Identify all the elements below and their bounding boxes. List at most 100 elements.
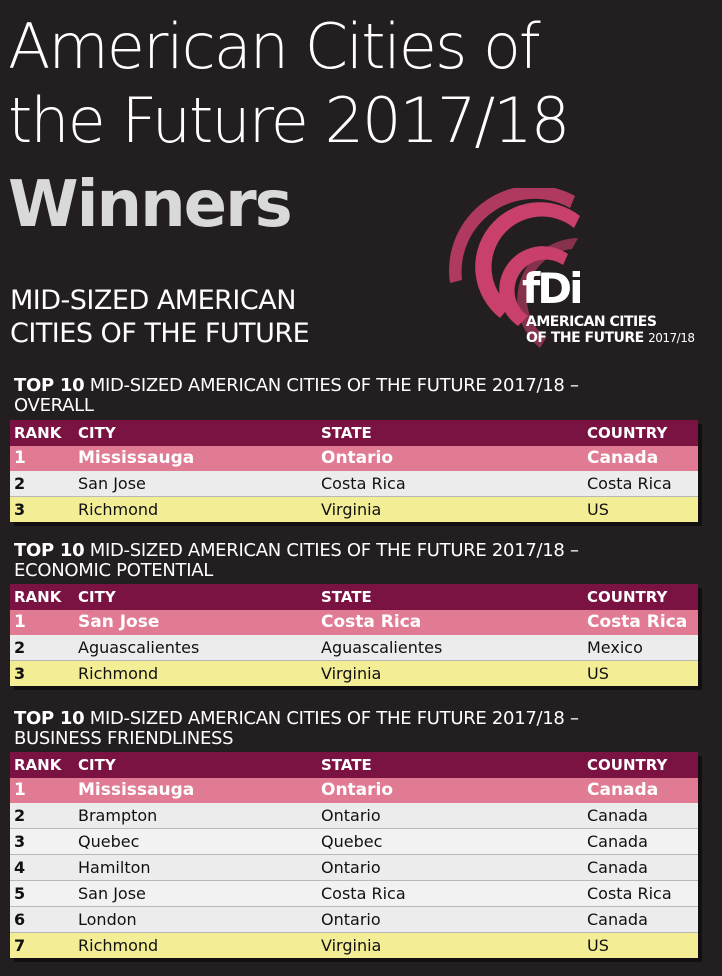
col-state: STATE xyxy=(321,756,372,774)
table-row: 3 Richmond Virginia US xyxy=(10,497,698,522)
cell-rank: 1 xyxy=(14,780,26,800)
heading-bold: TOP 10 xyxy=(14,540,85,561)
cell-state: Ontario xyxy=(321,780,394,800)
heading-rest: MID-SIZED AMERICAN CITIES OF THE FUTURE … xyxy=(84,375,579,396)
col-state: STATE xyxy=(321,424,372,442)
cell-state: Ontario xyxy=(321,910,381,929)
cell-rank: 1 xyxy=(14,448,26,468)
col-country: COUNTRY xyxy=(587,588,668,606)
cell-rank: 3 xyxy=(14,664,26,683)
table-header-row: RANK CITY STATE COUNTRY xyxy=(10,752,698,778)
page-title: American Cities of the Future 2017/18 xyxy=(8,10,570,158)
winners-heading: Winners xyxy=(8,168,293,242)
col-rank: RANK xyxy=(14,424,62,442)
col-rank: RANK xyxy=(14,756,62,774)
table-row: 3 Richmond Virginia US xyxy=(10,661,698,686)
cell-state: Costa Rica xyxy=(321,884,406,903)
col-state: STATE xyxy=(321,588,372,606)
col-city: CITY xyxy=(78,588,116,606)
cell-country: Canada xyxy=(587,910,648,929)
table-header-row: RANK CITY STATE COUNTRY xyxy=(10,584,698,610)
cell-rank: 3 xyxy=(14,832,26,851)
cell-country: Costa Rica xyxy=(587,612,688,632)
cell-city: London xyxy=(78,910,137,929)
table-row: 2 Aguascalientes Aguascalientes Mexico xyxy=(10,635,698,661)
section-heading: MID-SIZED AMERICAN CITIES OF THE FUTURE xyxy=(10,284,310,350)
cell-rank: 6 xyxy=(14,910,26,929)
cell-rank: 4 xyxy=(14,858,26,877)
heading-line-2: ECONOMIC POTENTIAL xyxy=(14,560,213,581)
cell-state: Virginia xyxy=(321,936,382,955)
cell-country: Canada xyxy=(587,780,659,800)
cell-state: Costa Rica xyxy=(321,612,422,632)
logo-year: 2017/18 xyxy=(648,331,695,345)
cell-rank: 2 xyxy=(14,806,26,825)
cell-state: Ontario xyxy=(321,858,381,877)
cell-city: Aguascalientes xyxy=(78,638,200,657)
cell-city: Quebec xyxy=(78,832,140,851)
heading-rest: MID-SIZED AMERICAN CITIES OF THE FUTURE … xyxy=(84,540,579,561)
table-heading-overall: TOP 10 MID-SIZED AMERICAN CITIES OF THE … xyxy=(14,376,579,416)
table-row: 3 Quebec Quebec Canada xyxy=(10,829,698,855)
cell-city: Richmond xyxy=(78,500,159,519)
cell-rank: 1 xyxy=(14,612,26,632)
cell-country: US xyxy=(587,664,609,683)
table-row: 4 Hamilton Ontario Canada xyxy=(10,855,698,881)
table-row: 2 Brampton Ontario Canada xyxy=(10,803,698,829)
cell-state: Virginia xyxy=(321,664,382,683)
logo-arcs-icon xyxy=(449,185,580,348)
cell-city: Brampton xyxy=(78,806,158,825)
cell-state: Ontario xyxy=(321,806,381,825)
cell-city: San Jose xyxy=(78,474,146,493)
cell-country: Mexico xyxy=(587,638,643,657)
heading-bold: TOP 10 xyxy=(14,375,85,396)
title-line-1: American Cities of xyxy=(8,10,541,83)
table-overall: RANK CITY STATE COUNTRY 1 Mississauga On… xyxy=(10,420,698,522)
cell-city: Mississauga xyxy=(78,448,195,468)
table-row: 1 San Jose Costa Rica Costa Rica xyxy=(10,610,698,635)
title-line-2: the Future 2017/18 xyxy=(8,84,570,157)
cell-state: Costa Rica xyxy=(321,474,406,493)
section-line-1: MID-SIZED AMERICAN xyxy=(10,285,296,316)
cell-state: Quebec xyxy=(321,832,383,851)
col-country: COUNTRY xyxy=(587,424,668,442)
section-line-2: CITIES OF THE FUTURE xyxy=(10,318,310,349)
cell-rank: 3 xyxy=(14,500,26,519)
logo-line-2: OF THE FUTURE 2017/18 xyxy=(526,330,695,346)
logo-brand: fDi xyxy=(522,264,584,313)
col-country: COUNTRY xyxy=(587,756,668,774)
cell-city: Richmond xyxy=(78,664,159,683)
table-row: 2 San Jose Costa Rica Costa Rica xyxy=(10,471,698,497)
cell-country: US xyxy=(587,936,609,955)
cell-city: Richmond xyxy=(78,936,159,955)
table-row: 6 London Ontario Canada xyxy=(10,907,698,933)
cell-state: Virginia xyxy=(321,500,382,519)
table-row: 1 Mississauga Ontario Canada xyxy=(10,446,698,471)
col-city: CITY xyxy=(78,424,116,442)
table-heading-economic: TOP 10 MID-SIZED AMERICAN CITIES OF THE … xyxy=(14,541,579,581)
cell-rank: 7 xyxy=(14,936,26,955)
table-row: 7 Richmond Virginia US xyxy=(10,933,698,958)
col-city: CITY xyxy=(78,756,116,774)
cell-country: Canada xyxy=(587,858,648,877)
cell-city: Hamilton xyxy=(78,858,151,877)
table-row: 1 Mississauga Ontario Canada xyxy=(10,778,698,803)
cell-country: Canada xyxy=(587,832,648,851)
cell-city: Mississauga xyxy=(78,780,195,800)
heading-bold: TOP 10 xyxy=(14,708,85,729)
table-economic-potential: RANK CITY STATE COUNTRY 1 San Jose Costa… xyxy=(10,584,698,686)
cell-rank: 2 xyxy=(14,474,26,493)
cell-country: Costa Rica xyxy=(587,474,672,493)
cell-country: Canada xyxy=(587,806,648,825)
cell-city: San Jose xyxy=(78,612,160,632)
logo-line-2-text: OF THE FUTURE xyxy=(526,330,644,346)
cell-state: Aguascalientes xyxy=(321,638,443,657)
fdi-logo: fDi AMERICAN CITIES OF THE FUTURE 2017/1… xyxy=(440,185,695,353)
cell-country: Canada xyxy=(587,448,659,468)
table-heading-business: TOP 10 MID-SIZED AMERICAN CITIES OF THE … xyxy=(14,709,579,749)
heading-rest: MID-SIZED AMERICAN CITIES OF THE FUTURE … xyxy=(84,708,579,729)
cell-city: San Jose xyxy=(78,884,146,903)
cell-country: US xyxy=(587,500,609,519)
cell-rank: 2 xyxy=(14,638,26,657)
cell-country: Costa Rica xyxy=(587,884,672,903)
